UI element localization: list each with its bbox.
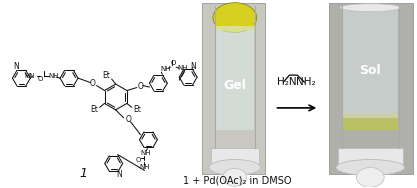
Bar [216, 11, 254, 30]
Text: HN: HN [25, 73, 35, 79]
Text: Et: Et [102, 71, 110, 80]
Text: Sol: Sol [359, 64, 381, 77]
Ellipse shape [223, 168, 247, 186]
Ellipse shape [357, 168, 384, 187]
Text: N: N [116, 170, 121, 179]
Text: O: O [171, 60, 176, 66]
Text: NH: NH [48, 73, 58, 79]
Ellipse shape [340, 4, 401, 12]
Bar [343, 6, 397, 130]
Bar [202, 3, 264, 174]
Text: NH: NH [177, 65, 188, 71]
Text: Gel: Gel [224, 79, 246, 92]
Text: Et: Et [133, 105, 141, 114]
Bar [343, 118, 397, 130]
Text: O: O [90, 79, 95, 88]
Text: NH: NH [140, 150, 151, 155]
Ellipse shape [213, 3, 256, 33]
Text: 1 + Pd(OAc)₂ in DMSO: 1 + Pd(OAc)₂ in DMSO [183, 175, 291, 185]
Text: O: O [138, 82, 144, 91]
Bar [216, 26, 254, 130]
Text: O: O [135, 157, 141, 162]
Bar [211, 148, 259, 168]
Ellipse shape [209, 159, 261, 175]
Text: H₂N: H₂N [277, 77, 297, 87]
Text: O: O [126, 115, 131, 124]
Bar [338, 148, 402, 168]
Text: Et: Et [90, 105, 98, 114]
Ellipse shape [336, 159, 404, 175]
Text: 1: 1 [79, 167, 87, 180]
Bar [329, 3, 414, 174]
Text: NH₂: NH₂ [296, 77, 315, 87]
Text: N: N [190, 62, 196, 71]
Text: NH: NH [160, 66, 171, 72]
Text: O: O [38, 76, 43, 82]
Text: N: N [14, 62, 19, 71]
Bar [343, 113, 397, 118]
Text: NH: NH [139, 164, 150, 171]
